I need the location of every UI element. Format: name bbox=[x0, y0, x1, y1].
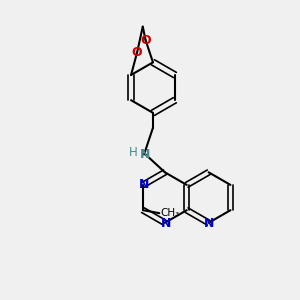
Text: CH₃: CH₃ bbox=[160, 208, 179, 218]
Text: H: H bbox=[129, 146, 138, 160]
Text: N: N bbox=[140, 148, 151, 161]
Text: O: O bbox=[132, 46, 142, 59]
Text: N: N bbox=[203, 217, 214, 230]
Text: N: N bbox=[161, 217, 172, 230]
Text: N: N bbox=[139, 178, 150, 191]
Text: O: O bbox=[140, 34, 151, 46]
